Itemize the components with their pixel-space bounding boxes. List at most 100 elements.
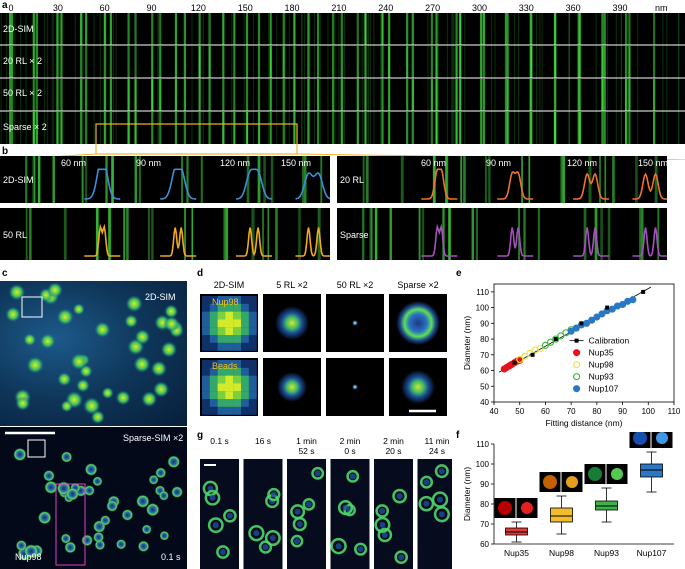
panel-d-image-grid (200, 294, 447, 416)
y-tick-label: 40 (480, 398, 489, 407)
category-label: Nup107 (637, 548, 667, 558)
axis-tick-label: 150 (237, 3, 253, 13)
axis-tick-label: 60 (99, 3, 110, 13)
calibration-point (579, 321, 584, 326)
scatter-point (608, 305, 616, 313)
calibration-point (512, 360, 517, 365)
panel-b-sub-label: 50 RL (3, 230, 28, 240)
panel-a-row-label: 20 RL × 2 (3, 56, 42, 66)
axis-tick-label: 120 (190, 3, 206, 13)
panel-g-label: g (197, 430, 204, 441)
y-axis-label: Diameter (nm) (462, 467, 472, 521)
spacing-label: 90 nm (136, 158, 162, 168)
zoom-connector (0, 123, 685, 160)
panel-d-col-label: Sparse ×2 (397, 280, 439, 290)
calibration-point (605, 305, 610, 310)
time-label: 1 min (296, 436, 317, 446)
panel-a-label: a (2, 0, 8, 11)
y-tick-label: 100 (476, 304, 490, 313)
x-tick-label: 90 (618, 407, 627, 416)
time-label: 2 min (383, 436, 404, 446)
panel-b-2dsim: 2D-SIM (0, 156, 330, 203)
y-tick-label: 110 (476, 288, 489, 297)
scatter-point (547, 338, 555, 346)
y-tick-label: 60 (480, 367, 489, 376)
x-tick-label: 100 (642, 407, 656, 416)
box (550, 507, 573, 523)
legend-marker (573, 361, 581, 369)
category-label: Nup93 (594, 548, 619, 558)
scatter-point (521, 352, 529, 360)
calibration-point (530, 352, 535, 357)
panel-d-label: d (197, 268, 204, 279)
spacing-label: 150 nm (638, 158, 669, 168)
panel-b-sparse: Sparse (337, 208, 667, 260)
axis-tick-label: 270 (425, 3, 441, 13)
time-label: 52 s (298, 446, 315, 456)
legend-marker (573, 349, 581, 357)
panel-b-sub-label: Sparse (340, 230, 369, 240)
scatter-point (619, 300, 627, 309)
panel-a-row-label: 50 RL × 2 (3, 88, 42, 98)
spacing-label: 60 nm (61, 158, 87, 168)
spacing-label: 90 nm (486, 158, 512, 168)
category-label: Nup35 (504, 548, 529, 558)
scatter-point (583, 319, 591, 327)
panel-c-protein-label: Nup98 (15, 552, 42, 562)
panel-d-row-label: Beads (212, 361, 238, 371)
legend-marker (574, 338, 579, 343)
y-axis-label: Diameter (nm) (462, 316, 472, 370)
x-tick-label: 60 (541, 407, 550, 416)
time-label: 11 min (424, 436, 450, 446)
x-tick-label: 40 (490, 407, 499, 416)
scatter-point (541, 341, 549, 349)
legend-marker (573, 385, 581, 393)
legend-entry: Nup107 (589, 384, 619, 394)
legend-entry: Nup35 (589, 348, 614, 358)
panel-a-row-label: 2D-SIM (3, 24, 34, 34)
scatter-point (593, 313, 601, 321)
panel-c-top-label: 2D-SIM (145, 292, 176, 302)
axis-unit-label: nm (655, 3, 668, 13)
y-tick-label: 70 (480, 351, 489, 360)
y-tick-label: 80 (480, 335, 489, 344)
time-label: 2 min (339, 436, 361, 446)
panel-a-stripes (0, 13, 685, 144)
panel-c-time-label: 0.1 s (161, 552, 181, 562)
y-tick-label: 70 (480, 520, 489, 529)
panel-b-50rl: 50 RL (0, 208, 330, 260)
panel-b-label: b (2, 146, 9, 157)
scatter-point (572, 324, 580, 332)
axis-tick-label: 90 (146, 3, 157, 13)
axis-tick-label: 0 (8, 3, 14, 13)
scatter-point (516, 355, 524, 364)
panel-b-sub-label: 20 RL (340, 175, 365, 185)
panel-e-label: e (456, 268, 462, 279)
y-tick-label: 110 (476, 440, 489, 449)
scatter-point (552, 335, 560, 343)
time-label: 24 s (428, 446, 446, 456)
scatter-point (557, 332, 565, 340)
legend-marker (573, 373, 581, 381)
time-label: 0 s (344, 446, 356, 456)
x-tick-label: 110 (668, 407, 681, 416)
y-tick-label: 100 (476, 460, 490, 469)
scatter-point (536, 344, 544, 353)
x-tick-label: 50 (515, 407, 524, 416)
x-axis-label: Fitting distance (nm) (546, 418, 623, 428)
x-tick-label: 80 (592, 407, 601, 416)
spacing-label: 120 nm (567, 158, 598, 168)
scatter-point (598, 310, 606, 318)
panel-c-label: c (2, 268, 8, 279)
panel-d-col-label: 50 RL ×2 (336, 280, 374, 290)
spacing-label: 120 nm (220, 158, 251, 168)
panel-a-row-label: Sparse × 2 (3, 122, 47, 132)
panel-c-sparse-image: Sparse-SIM ×2 Nup98 0.1 s (0, 427, 187, 569)
axis-tick-label: 390 (612, 3, 628, 13)
legend-entry: Nup93 (589, 372, 614, 382)
y-tick-label: 90 (480, 480, 489, 489)
axis-tick-label: 240 (378, 3, 394, 13)
panel-a-image: 2D-SIM 20 RL × 2 50 RL × 2 Sparse × 2 (0, 13, 685, 144)
y-tick-label: 90 (480, 319, 489, 328)
time-label: 20 s (385, 446, 402, 456)
